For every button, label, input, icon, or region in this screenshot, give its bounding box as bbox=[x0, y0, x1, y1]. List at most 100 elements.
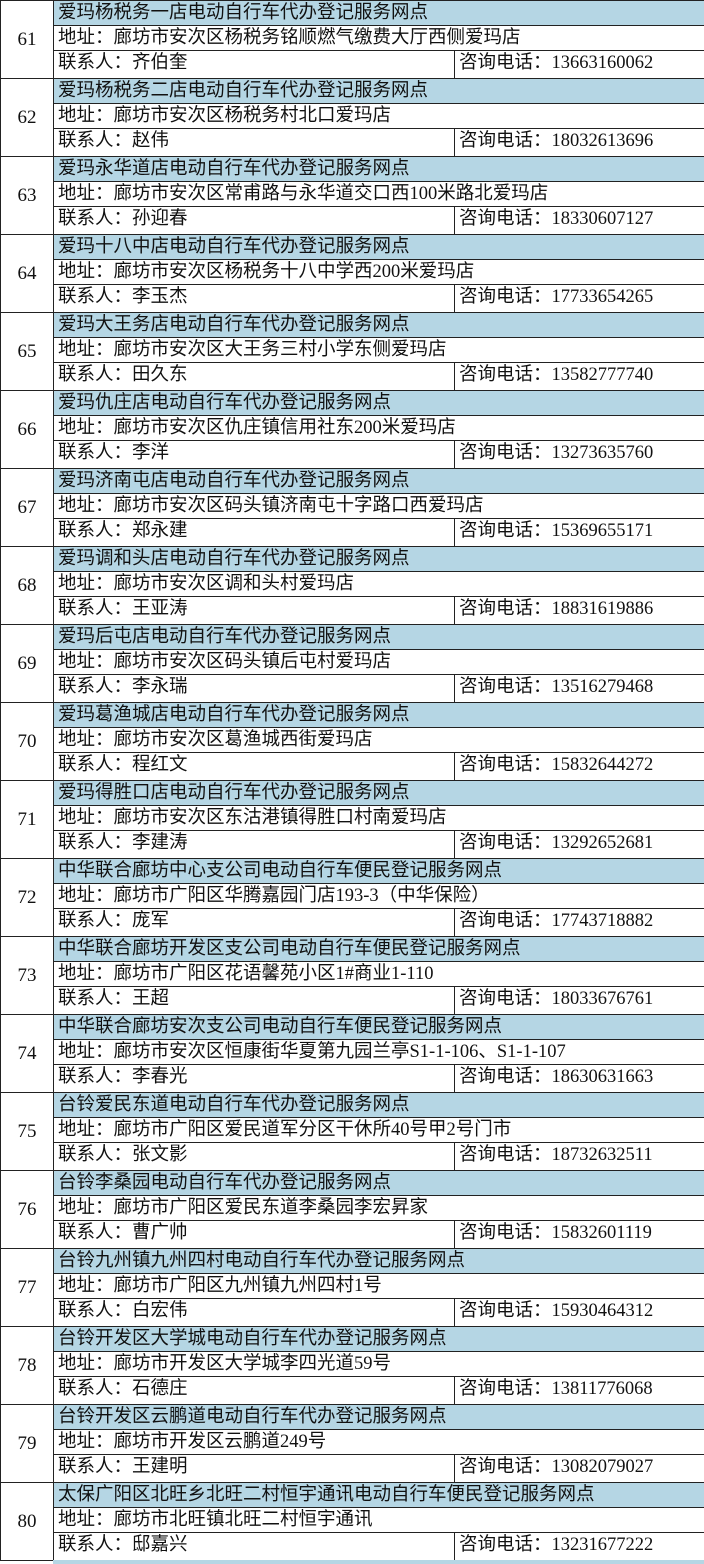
contact-person-cell: 联系人：孙迎春 bbox=[54, 207, 455, 234]
contact-name: 王超 bbox=[132, 989, 170, 1009]
contact-label: 联系人： bbox=[58, 833, 133, 853]
phone-label: 咨询电话： bbox=[459, 833, 552, 853]
phone-cell: 咨询电话：13516279468 bbox=[455, 675, 704, 702]
contact-line: 联系人：王亚涛 咨询电话：18831619886 bbox=[54, 597, 704, 624]
phone-label: 咨询电话： bbox=[459, 911, 552, 931]
service-point-name: 爱玛十八中店电动自行车代办登记服务网点 bbox=[54, 235, 704, 260]
phone-cell: 咨询电话：18033676761 bbox=[455, 987, 704, 1014]
contact-person-cell: 联系人：李建涛 bbox=[54, 831, 455, 858]
phone-label: 咨询电话： bbox=[459, 677, 552, 697]
entry-body: 爱玛十八中店电动自行车代办登记服务网点 地址：廊坊市安次区杨税务十八中学西200… bbox=[54, 235, 704, 312]
contact-name: 王建明 bbox=[132, 1457, 188, 1477]
address-label: 地址： bbox=[58, 574, 114, 594]
phone-number: 13663160062 bbox=[551, 53, 654, 73]
contact-name: 孙迎春 bbox=[132, 209, 188, 229]
phone-number: 18032613696 bbox=[551, 131, 654, 151]
entry-body: 爱玛杨税务一店电动自行车代办登记服务网点 地址：廊坊市安次区杨税务铭顺燃气缴费大… bbox=[54, 1, 704, 78]
address-line: 地址：廊坊市广阳区爱民道军分区干休所40号甲2号门市 bbox=[54, 1118, 704, 1143]
contact-label: 联系人： bbox=[58, 53, 133, 73]
phone-number: 13273635760 bbox=[551, 443, 654, 463]
entry-number: 70 bbox=[1, 703, 54, 780]
address-label: 地址： bbox=[58, 1276, 114, 1296]
address-value: 廊坊市安次区仇庄镇信用社东200米爱玛店 bbox=[113, 418, 456, 438]
phone-label: 咨询电话： bbox=[459, 1067, 552, 1087]
address-value: 廊坊市安次区常甫路与永华道交口西100米路北爱玛店 bbox=[113, 184, 549, 204]
contact-name: 齐伯奎 bbox=[132, 53, 188, 73]
contact-label: 联系人： bbox=[58, 131, 133, 151]
address-label: 地址： bbox=[58, 28, 114, 48]
service-point-name: 爱玛得胜口店电动自行车代办登记服务网点 bbox=[54, 781, 704, 806]
address-value: 廊坊市安次区东沽港镇得胜口村南爱玛店 bbox=[113, 808, 447, 828]
address-line: 地址：廊坊市安次区码头镇后屯村爱玛店 bbox=[54, 650, 704, 675]
entry-body: 太保广阳区北旺乡北旺二村恒宇通讯电动自行车便民登记服务网点 地址：廊坊市北旺镇北… bbox=[54, 1483, 704, 1560]
contact-label: 联系人： bbox=[58, 911, 133, 931]
address-value: 廊坊市开发区大学城李四光道59号 bbox=[113, 1354, 392, 1374]
phone-number: 15369655171 bbox=[551, 521, 654, 541]
entry-number: 74 bbox=[1, 1015, 54, 1092]
address-label: 地址： bbox=[58, 1042, 114, 1062]
table-row: 78 台铃开发区大学城电动自行车代办登记服务网点 地址：廊坊市开发区大学城李四光… bbox=[0, 1327, 704, 1405]
contact-name: 郑永建 bbox=[132, 521, 188, 541]
address-line: 地址：廊坊市安次区恒康街华夏第九园兰亭S1-1-106、S1-1-107 bbox=[54, 1040, 704, 1065]
contact-label: 联系人： bbox=[58, 1223, 133, 1243]
entry-body: 爱玛后屯店电动自行车代办登记服务网点 地址：廊坊市安次区码头镇后屯村爱玛店 联系… bbox=[54, 625, 704, 702]
service-point-name: 中华联合廊坊开发区支公司电动自行车便民登记服务网点 bbox=[54, 937, 704, 962]
contact-person-cell: 联系人：郑永建 bbox=[54, 519, 455, 546]
phone-label: 咨询电话： bbox=[459, 1223, 552, 1243]
entry-number: 69 bbox=[1, 625, 54, 702]
address-line: 地址：廊坊市安次区葛渔城西街爱玛店 bbox=[54, 728, 704, 753]
contact-line: 联系人：白宏伟 咨询电话：15930464312 bbox=[54, 1299, 704, 1326]
address-value: 廊坊市安次区恒康街华夏第九园兰亭S1-1-106、S1-1-107 bbox=[113, 1042, 566, 1062]
contact-label: 联系人： bbox=[58, 287, 133, 307]
entry-body: 中华联合廊坊中心支公司电动自行车便民登记服务网点 地址：廊坊市广阳区华腾嘉园门店… bbox=[54, 859, 704, 936]
contact-line: 联系人：庞军 咨询电话：17743718882 bbox=[54, 909, 704, 936]
address-line: 地址：廊坊市开发区云鹏道249号 bbox=[54, 1430, 704, 1455]
entry-number: 65 bbox=[1, 313, 54, 390]
service-point-name: 爱玛调和头店电动自行车代办登记服务网点 bbox=[54, 547, 704, 572]
service-point-name: 中华联合廊坊安次支公司电动自行车便民登记服务网点 bbox=[54, 1015, 704, 1040]
phone-label: 咨询电话： bbox=[459, 1145, 552, 1165]
contact-name: 曹广帅 bbox=[132, 1223, 188, 1243]
contact-line: 联系人：李洋 咨询电话：13273635760 bbox=[54, 441, 704, 468]
entry-number: 71 bbox=[1, 781, 54, 858]
table-row: 70 爱玛葛渔城店电动自行车代办登记服务网点 地址：廊坊市安次区葛渔城西街爱玛店… bbox=[0, 703, 704, 781]
table-row: 79 台铃开发区云鹏道电动自行车代办登记服务网点 地址：廊坊市开发区云鹏道249… bbox=[0, 1405, 704, 1483]
contact-person-cell: 联系人：王亚涛 bbox=[54, 597, 455, 624]
entry-body: 中华联合廊坊开发区支公司电动自行车便民登记服务网点 地址：廊坊市广阳区花语馨苑小… bbox=[54, 937, 704, 1014]
address-label: 地址： bbox=[58, 184, 114, 204]
contact-line: 联系人：邸嘉兴 咨询电话：13231677222 bbox=[54, 1533, 704, 1560]
contact-label: 联系人： bbox=[58, 521, 133, 541]
address-value: 廊坊市开发区云鹏道249号 bbox=[113, 1432, 327, 1452]
service-point-name: 中华联合廊坊中心支公司电动自行车便民登记服务网点 bbox=[54, 859, 704, 884]
address-line: 地址：廊坊市安次区杨税务村北口爱玛店 bbox=[54, 104, 704, 129]
contact-person-cell: 联系人：曹广帅 bbox=[54, 1221, 455, 1248]
phone-cell: 咨询电话：18330607127 bbox=[455, 207, 704, 234]
contact-line: 联系人：张文影 咨询电话：18732632511 bbox=[54, 1143, 704, 1170]
phone-label: 咨询电话： bbox=[459, 599, 552, 619]
entry-number: 66 bbox=[1, 391, 54, 468]
service-point-name: 爱玛永华道店电动自行车代办登记服务网点 bbox=[54, 157, 704, 182]
address-line: 地址：廊坊市广阳区爱民东道李桑园李宏昇家 bbox=[54, 1196, 704, 1221]
address-value: 廊坊市安次区杨税务十八中学西200米爱玛店 bbox=[113, 262, 475, 282]
table-row: 72 中华联合廊坊中心支公司电动自行车便民登记服务网点 地址：廊坊市广阳区华腾嘉… bbox=[0, 859, 704, 937]
phone-label: 咨询电话： bbox=[459, 365, 552, 385]
service-point-name: 台铃李桑园电动自行车代办登记服务网点 bbox=[54, 1171, 704, 1196]
next-entry-title-fragment bbox=[53, 1560, 704, 1564]
address-line: 地址：廊坊市安次区杨税务十八中学西200米爱玛店 bbox=[54, 260, 704, 285]
contact-line: 联系人：齐伯奎 咨询电话：13663160062 bbox=[54, 51, 704, 78]
table-row: 76 台铃李桑园电动自行车代办登记服务网点 地址：廊坊市广阳区爱民东道李桑园李宏… bbox=[0, 1171, 704, 1249]
table-row: 65 爱玛大王务店电动自行车代办登记服务网点 地址：廊坊市安次区大王务三村小学东… bbox=[0, 313, 704, 391]
phone-label: 咨询电话： bbox=[459, 1457, 552, 1477]
phone-number: 18630631663 bbox=[551, 1067, 654, 1087]
contact-label: 联系人： bbox=[58, 1145, 133, 1165]
contact-label: 联系人： bbox=[58, 755, 133, 775]
address-line: 地址：廊坊市安次区杨税务铭顺燃气缴费大厅西侧爱玛店 bbox=[54, 26, 704, 51]
contact-person-cell: 联系人：齐伯奎 bbox=[54, 51, 455, 78]
address-value: 廊坊市北旺镇北旺二村恒宇通讯 bbox=[113, 1510, 373, 1530]
address-line: 地址：廊坊市安次区大王务三村小学东侧爱玛店 bbox=[54, 338, 704, 363]
phone-cell: 咨询电话：18831619886 bbox=[455, 597, 704, 624]
service-point-name: 爱玛葛渔城店电动自行车代办登记服务网点 bbox=[54, 703, 704, 728]
service-point-name: 爱玛济南屯店电动自行车代办登记服务网点 bbox=[54, 469, 704, 494]
phone-number: 18033676761 bbox=[551, 989, 654, 1009]
entry-body: 台铃九州镇九州四村电动自行车代办登记服务网点 地址：廊坊市广阳区九州镇九州四村1… bbox=[54, 1249, 704, 1326]
